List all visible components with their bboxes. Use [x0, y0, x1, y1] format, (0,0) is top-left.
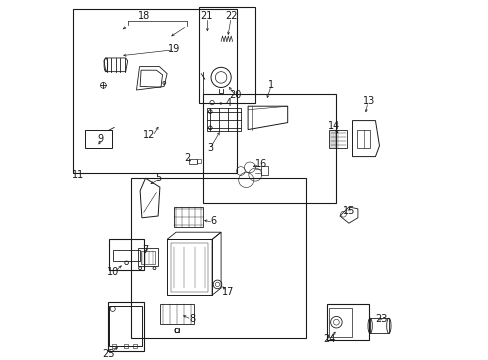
Text: 25: 25: [102, 348, 114, 359]
Bar: [260, 166, 267, 175]
Text: 21: 21: [200, 11, 212, 21]
Text: 9: 9: [97, 134, 103, 144]
Text: 16: 16: [254, 159, 266, 169]
Text: 17: 17: [222, 287, 234, 297]
Bar: [369, 318, 388, 333]
Text: 22: 22: [225, 11, 238, 21]
Bar: [170, 243, 208, 292]
Bar: [109, 239, 143, 270]
Bar: [199, 7, 255, 103]
Text: 19: 19: [168, 44, 180, 54]
Text: 15: 15: [342, 206, 354, 216]
Text: 7: 7: [142, 245, 148, 255]
Bar: [73, 9, 237, 173]
Bar: [356, 130, 369, 148]
Text: 14: 14: [328, 121, 340, 131]
Text: 23: 23: [374, 314, 386, 324]
Bar: [328, 308, 351, 337]
Text: 10: 10: [107, 267, 119, 277]
Text: 18: 18: [137, 11, 149, 21]
Text: 3: 3: [207, 143, 213, 153]
Bar: [112, 344, 116, 348]
Bar: [141, 251, 155, 264]
Bar: [160, 304, 194, 324]
Text: 8: 8: [189, 314, 195, 324]
Bar: [206, 108, 241, 131]
Bar: [85, 130, 112, 148]
Bar: [138, 248, 158, 266]
Text: 2: 2: [183, 153, 190, 163]
Bar: [109, 306, 142, 346]
Text: 5: 5: [155, 173, 161, 183]
Text: 4: 4: [225, 98, 231, 108]
Text: 13: 13: [362, 96, 374, 106]
Text: 11: 11: [72, 170, 84, 180]
Text: 6: 6: [210, 216, 217, 226]
Bar: [326, 304, 368, 340]
Text: 12: 12: [142, 130, 155, 140]
Text: 20: 20: [229, 90, 241, 100]
Bar: [123, 344, 127, 348]
Bar: [107, 302, 143, 351]
Bar: [203, 94, 336, 203]
Bar: [197, 159, 201, 163]
Bar: [132, 344, 137, 348]
Bar: [174, 207, 203, 227]
Text: 24: 24: [322, 334, 335, 344]
Bar: [188, 159, 196, 164]
Text: 1: 1: [268, 80, 274, 90]
Bar: [113, 250, 140, 261]
Bar: [328, 130, 346, 148]
Bar: [131, 178, 305, 338]
